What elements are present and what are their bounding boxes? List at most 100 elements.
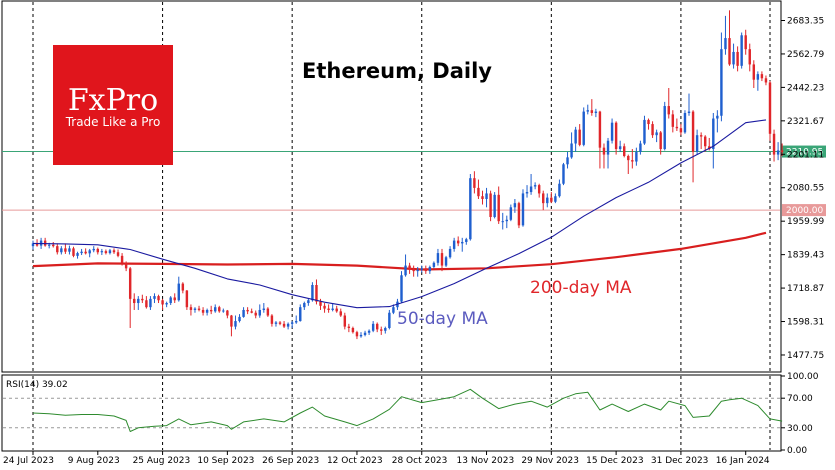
candle-body <box>31 243 35 247</box>
candle-body <box>56 246 59 253</box>
rsi-tick-label: 70.00 <box>787 394 813 404</box>
candle-body <box>133 298 136 304</box>
candle-body <box>311 284 314 301</box>
candle-body <box>412 269 415 272</box>
candle-body <box>663 106 666 150</box>
candle-body <box>145 300 148 308</box>
fxpro-logo-box <box>53 45 173 165</box>
candle-body <box>452 240 456 249</box>
candle-body <box>724 38 727 50</box>
candle-body <box>343 315 347 327</box>
candle-body <box>270 315 274 324</box>
candle-body <box>675 126 679 129</box>
candle-body <box>35 243 39 246</box>
candle-body <box>716 115 719 119</box>
candle-body <box>214 307 217 312</box>
candle-body <box>307 300 310 304</box>
candle-body <box>161 300 164 305</box>
candle-body <box>286 323 290 327</box>
time-tick-label: 13 Nov 2023 <box>457 456 515 466</box>
candle-body <box>189 307 193 310</box>
ma50-series <box>32 119 767 309</box>
level-tag-label: 2000.00 <box>786 206 823 216</box>
candle-body <box>351 327 355 333</box>
candle-body <box>542 193 545 204</box>
candle-body <box>246 309 249 312</box>
candle-body <box>173 297 176 301</box>
time-tick-label: 15 Dec 2023 <box>586 456 644 466</box>
candle-body <box>193 308 197 310</box>
time-tick-label: 26 Sep 2023 <box>262 456 319 466</box>
price-tick-label: 2080.55 <box>787 184 824 194</box>
candle-body <box>598 111 602 148</box>
candle-body <box>651 124 654 136</box>
rsi-line <box>32 388 783 432</box>
candle-body <box>141 298 144 301</box>
candle-body <box>234 321 237 327</box>
candle-body <box>448 248 452 258</box>
candle-body <box>740 35 743 66</box>
candle-body <box>533 185 537 187</box>
grid-lines <box>32 2 771 450</box>
candle-body <box>712 118 715 150</box>
time-tick-label: 12 Oct 2023 <box>327 456 383 466</box>
candle-body <box>744 35 747 50</box>
candle-body <box>736 51 739 66</box>
candle-body <box>679 128 683 133</box>
candle-body <box>456 240 460 244</box>
candle-body <box>72 248 75 256</box>
candle-body <box>400 275 403 302</box>
candle-body <box>461 241 464 244</box>
candle-body <box>258 309 261 316</box>
candle-body <box>416 269 419 272</box>
candle-body <box>120 255 124 263</box>
time-tick-label: 28 Oct 2023 <box>392 456 448 466</box>
level-tag-label: 2210.95 <box>786 148 823 158</box>
chart-title: Ethereum, Daily <box>302 59 492 83</box>
candle-body <box>335 308 338 312</box>
candle-body <box>635 151 638 162</box>
price-tick-label: 1718.87 <box>787 284 824 294</box>
candle-body <box>299 307 302 322</box>
candle-body <box>732 51 735 65</box>
level-tag <box>782 145 826 158</box>
candle-body <box>606 140 610 155</box>
candle-body <box>238 316 241 322</box>
candle-body <box>610 122 614 141</box>
candle-body <box>84 251 87 254</box>
candle-body <box>380 329 383 331</box>
candle-body <box>525 192 529 194</box>
candle-body <box>497 194 500 222</box>
price-tick-label: 1598.31 <box>787 318 824 328</box>
candle-body <box>546 197 549 204</box>
price-axis: 2683.35 2562.79 2442.23 2321.67 2201.11 2080.… <box>781 16 824 361</box>
candle-body <box>384 327 387 331</box>
candle-body <box>359 334 363 337</box>
time-tick-label: 16 Jan 2024 <box>716 456 770 466</box>
candle-body <box>367 330 371 333</box>
candle-body <box>521 193 525 226</box>
candle-body <box>623 146 626 156</box>
candle-body <box>274 322 278 324</box>
candle-body <box>703 136 707 147</box>
time-tick-label: 9 Aug 2023 <box>68 456 120 466</box>
candle-body <box>469 178 472 240</box>
rsi-tick-label: 100.00 <box>787 372 819 382</box>
candle-body <box>643 119 646 144</box>
candle-body <box>137 298 140 304</box>
candle-body <box>667 106 670 115</box>
candle-body <box>671 114 675 127</box>
candle-body <box>165 303 168 305</box>
candle-body <box>428 266 432 272</box>
candle-body <box>659 132 662 150</box>
candle-body <box>157 296 160 301</box>
fxpro-logo-tagline: Trade Like a Pro <box>65 115 161 129</box>
candle-body <box>509 207 513 220</box>
candle-body <box>100 251 104 253</box>
candle-body <box>153 296 156 299</box>
time-tick-label: 25 Aug 2023 <box>133 456 191 466</box>
candles <box>31 10 784 340</box>
candle-body <box>177 283 180 301</box>
candle-body <box>436 253 440 263</box>
candle-body <box>537 185 541 194</box>
